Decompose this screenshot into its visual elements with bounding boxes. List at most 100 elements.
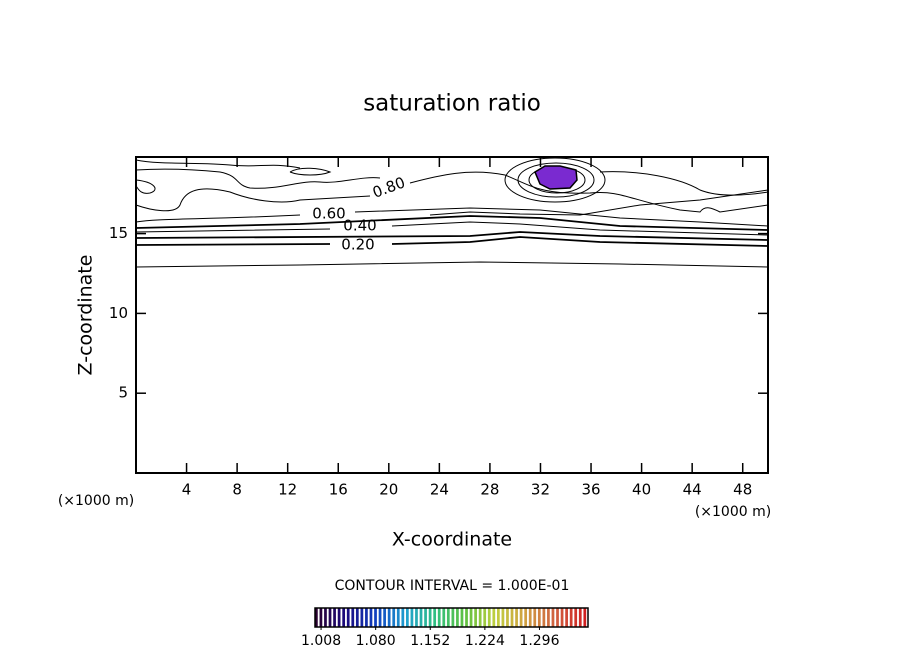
- colorbar-stripe: [551, 608, 555, 627]
- y-tick-label: 15: [109, 224, 128, 242]
- colorbar-stripe: [460, 608, 464, 627]
- x-tick-label: 48: [733, 481, 752, 499]
- contour-line: [135, 188, 371, 212]
- colorbar-stripe: [396, 608, 400, 627]
- colorbar-stripe: [328, 608, 332, 627]
- colorbar-stripe: [387, 608, 391, 627]
- colorbar-stripe: [515, 608, 518, 627]
- colorbar-stripe: [574, 608, 578, 627]
- colorbar-stripe: [474, 608, 477, 627]
- colorbar-stripe: [378, 608, 382, 627]
- colorbar-stripe: [497, 608, 500, 627]
- contour-label: 0.60: [312, 205, 345, 223]
- contour-line: [135, 207, 769, 227]
- colorbar-stripe: [519, 608, 523, 627]
- colorbar-stripe: [524, 608, 528, 627]
- colorbar-stripe: [442, 608, 446, 627]
- colorbar-stripe: [333, 608, 336, 627]
- y-axis-label: Z-coordinate: [75, 255, 97, 376]
- contour-line: [429, 189, 769, 216]
- x-tick-label: 36: [581, 481, 600, 499]
- colorbar-stripe: [487, 608, 491, 627]
- contour-labels: 0.20 0.40 0.60 0.80: [312, 173, 407, 253]
- x-tick-label: 44: [683, 481, 702, 499]
- contour-line: [517, 162, 595, 198]
- colorbar-stripe: [578, 608, 582, 627]
- colorbar-stripe: [446, 608, 450, 627]
- colorbar-stripe: [374, 608, 377, 627]
- colorbar-tick-label: 1.296: [519, 633, 559, 649]
- contour-line: [135, 159, 301, 169]
- colorbar-stripe: [424, 608, 427, 627]
- colorbar-stripe: [560, 608, 564, 627]
- colorbar-stripe: [369, 608, 373, 627]
- contours: [135, 157, 769, 268]
- contour-interval: CONTOUR INTERVAL = 1.000E-01: [335, 578, 570, 594]
- x-unit-right: (×1000 m): [695, 504, 771, 520]
- colorbar-stripe: [419, 608, 423, 627]
- colorbar-stripe: [528, 608, 532, 627]
- colorbar-tick-label: 1.152: [410, 633, 450, 649]
- x-tick-label: 24: [430, 481, 449, 499]
- contour-label: 0.40: [343, 217, 376, 235]
- colorbar-stripe: [428, 608, 432, 627]
- contour-line: [599, 171, 769, 196]
- colorbar-stripe: [342, 608, 346, 627]
- colorbar-tick-label: 1.224: [465, 633, 505, 649]
- colorbar-stripe: [456, 608, 459, 627]
- colorbar-stripe: [337, 608, 341, 627]
- contour-line: [135, 168, 381, 189]
- contour-label: 0.20: [341, 236, 374, 254]
- colorbar-stripe: [451, 608, 455, 627]
- x-tick-label: 4: [182, 481, 192, 499]
- colorbar-stripe: [478, 608, 482, 627]
- colorbar-stripe: [556, 608, 559, 627]
- colorbar-stripe: [506, 608, 509, 627]
- y-tick-label: 10: [109, 304, 128, 322]
- colorbar-stripe: [501, 608, 505, 627]
- filled-region: [534, 165, 578, 190]
- colorbar-stripe: [406, 608, 409, 627]
- colorbar-stripe: [346, 608, 350, 627]
- colorbar: 1.008 1.080 1.152 1.224 1.296: [301, 607, 589, 649]
- contour-line: [409, 171, 769, 213]
- colorbar-tick-label: 1.008: [301, 633, 341, 649]
- colorbar-stripe: [433, 608, 437, 627]
- colorbar-stripe: [483, 608, 487, 627]
- colorbar-stripe: [351, 608, 355, 627]
- colorbar-stripe: [410, 608, 414, 627]
- y-tick-label: 5: [118, 384, 128, 402]
- contour-line: [135, 236, 769, 247]
- plot-frame: [135, 156, 769, 474]
- contour-line: [135, 215, 769, 231]
- colorbar-stripe: [383, 608, 386, 627]
- contour-line: [289, 167, 332, 176]
- x-tick-label: 32: [531, 481, 550, 499]
- contour-line: [135, 261, 769, 268]
- colorbar-stripe: [583, 608, 587, 627]
- colorbar-stripe: [469, 608, 473, 627]
- colorbar-stripe: [365, 608, 368, 627]
- colorbar-stripe: [319, 608, 323, 627]
- colorbar-stripe: [415, 608, 418, 627]
- x-tick-label: 20: [379, 481, 398, 499]
- x-tick-label: 12: [278, 481, 297, 499]
- colorbar-stripe: [401, 608, 405, 627]
- colorbar-stripe: [542, 608, 546, 627]
- x-unit-left: (×1000 m): [58, 493, 134, 509]
- colorbar-stripe: [547, 608, 550, 627]
- colorbar-stripe: [492, 608, 496, 627]
- x-axis-label: X-coordinate: [392, 529, 512, 551]
- colorbar-stripe: [355, 608, 359, 627]
- contour-line: [135, 179, 156, 194]
- x-tick-label: 28: [480, 481, 499, 499]
- chart-title: saturation ratio: [363, 91, 541, 117]
- colorbar-stripe: [324, 608, 327, 627]
- colorbar-stripe: [565, 608, 568, 627]
- colorbar-stripe: [437, 608, 441, 627]
- colorbar-stripe: [315, 608, 318, 627]
- x-tick-label: 40: [632, 481, 651, 499]
